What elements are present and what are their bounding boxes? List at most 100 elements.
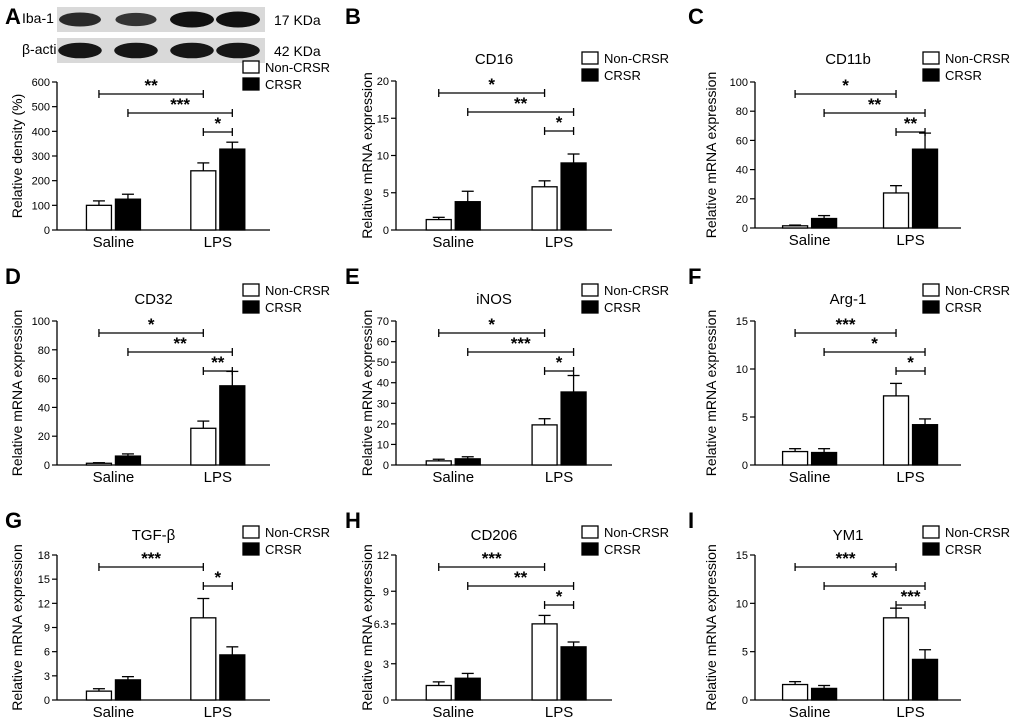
legend-label: Non-CRSR [265,525,330,540]
y-tick-label: 12 [38,598,50,610]
y-tick-label: 10 [377,439,389,451]
y-tick-label: 60 [38,374,50,386]
y-tick-label: 100 [32,316,50,328]
legend-swatch [922,300,940,314]
blot-row-name: β-actin [22,41,64,57]
y-axis-label: Relative mRNA expression [359,72,375,239]
y-tick-label: 80 [38,345,50,357]
legend-label: CRSR [604,300,641,315]
legend-label: CRSR [265,300,302,315]
x-tick-label: LPS [896,704,924,721]
significance-label: * [556,587,563,606]
y-tick-label: 20 [736,194,748,206]
legend-swatch [922,283,940,297]
legend-swatch [242,525,260,539]
blot-band [170,42,214,59]
bar-non-crsr [781,450,809,466]
chart-title: CD11b [825,51,871,68]
legend-label: Non-CRSR [945,525,1010,540]
bar-non-crsr [425,218,452,231]
x-tick-label: LPS [545,234,573,251]
y-tick-label: 0 [383,460,389,472]
panel-letter: G [5,508,22,533]
y-tick-label: 5 [383,188,389,200]
significance-label: ** [514,568,528,587]
x-tick-label: Saline [432,704,474,721]
significance-label: *** [482,549,502,568]
legend-swatch [242,542,260,556]
legend-label: CRSR [604,68,641,83]
y-axis-label: Relative density (%) [9,94,25,219]
blot-band [114,42,158,59]
legend-label: CRSR [945,68,982,83]
significance-label: *** [836,315,856,334]
y-axis-label: Relative mRNA expression [359,544,375,711]
bar-non-crsr [425,460,452,466]
y-tick-label: 0 [44,225,50,237]
bar-crsr [454,677,481,701]
legend-swatch [922,542,940,556]
bar-crsr [454,458,481,466]
chart-title: TGF-β [132,527,176,544]
significance-label: * [907,353,914,372]
y-axis-label: Relative mRNA expression [703,310,719,477]
y-tick-label: 15 [38,574,50,586]
legend-swatch [581,68,599,82]
significance-label: * [556,353,563,372]
y-tick-label: 0 [44,695,50,707]
y-axis-label: Relative mRNA expression [9,544,25,711]
significance-label: * [871,568,878,587]
y-tick-label: 9 [44,623,50,635]
x-tick-label: LPS [896,232,924,249]
x-tick-label: Saline [93,704,135,721]
bar-crsr [114,455,142,466]
significance-label: ** [174,334,188,353]
x-tick-label: Saline [93,469,135,486]
legend-label: Non-CRSR [945,51,1010,66]
y-tick-label: 60 [377,337,389,349]
legend-label: Non-CRSR [604,283,669,298]
bar-non-crsr [190,427,217,466]
bar-crsr [911,424,939,466]
chart-title: CD16 [475,51,513,68]
significance-label: *** [141,549,161,568]
bar-crsr [810,687,838,701]
legend-swatch [581,542,599,556]
y-tick-label: 0 [742,460,748,472]
bar-crsr [810,217,838,229]
blot-kda: 17 KDa [274,12,321,28]
y-tick-label: 0 [44,460,50,472]
y-tick-label: 15 [377,113,389,125]
legend-swatch [581,283,599,297]
legend-label: CRSR [604,542,641,557]
legend-swatch [242,300,260,314]
blot-band [58,42,102,59]
bar-crsr [560,391,587,466]
legend-label: Non-CRSR [604,525,669,540]
legend-label: CRSR [945,542,982,557]
x-tick-label: LPS [896,469,924,486]
legend-swatch [242,283,260,297]
bar-non-crsr [531,186,558,231]
y-axis-label: Relative mRNA expression [703,544,719,711]
y-tick-label: 20 [377,76,389,88]
x-tick-label: Saline [789,469,831,486]
y-tick-label: 300 [32,151,50,163]
blot-band [170,11,214,28]
bar-crsr [560,646,587,701]
y-tick-label: 0 [383,695,389,707]
chart-title: CD32 [134,291,172,308]
y-tick-label: 3 [44,671,50,683]
y-axis-label: Relative mRNA expression [359,310,375,477]
bar-non-crsr [882,617,910,701]
western-blot: Iba-1 17 KDa β-actin 42 KDa [22,7,321,63]
bar-non-crsr [781,225,809,229]
y-tick-label: 100 [730,77,748,89]
panel-letter: F [688,264,701,289]
bar-crsr [219,148,246,231]
blot-band [216,11,260,28]
chart-title: iNOS [476,291,512,308]
y-tick-label: 70 [377,316,389,328]
y-tick-label: 15 [736,316,748,328]
